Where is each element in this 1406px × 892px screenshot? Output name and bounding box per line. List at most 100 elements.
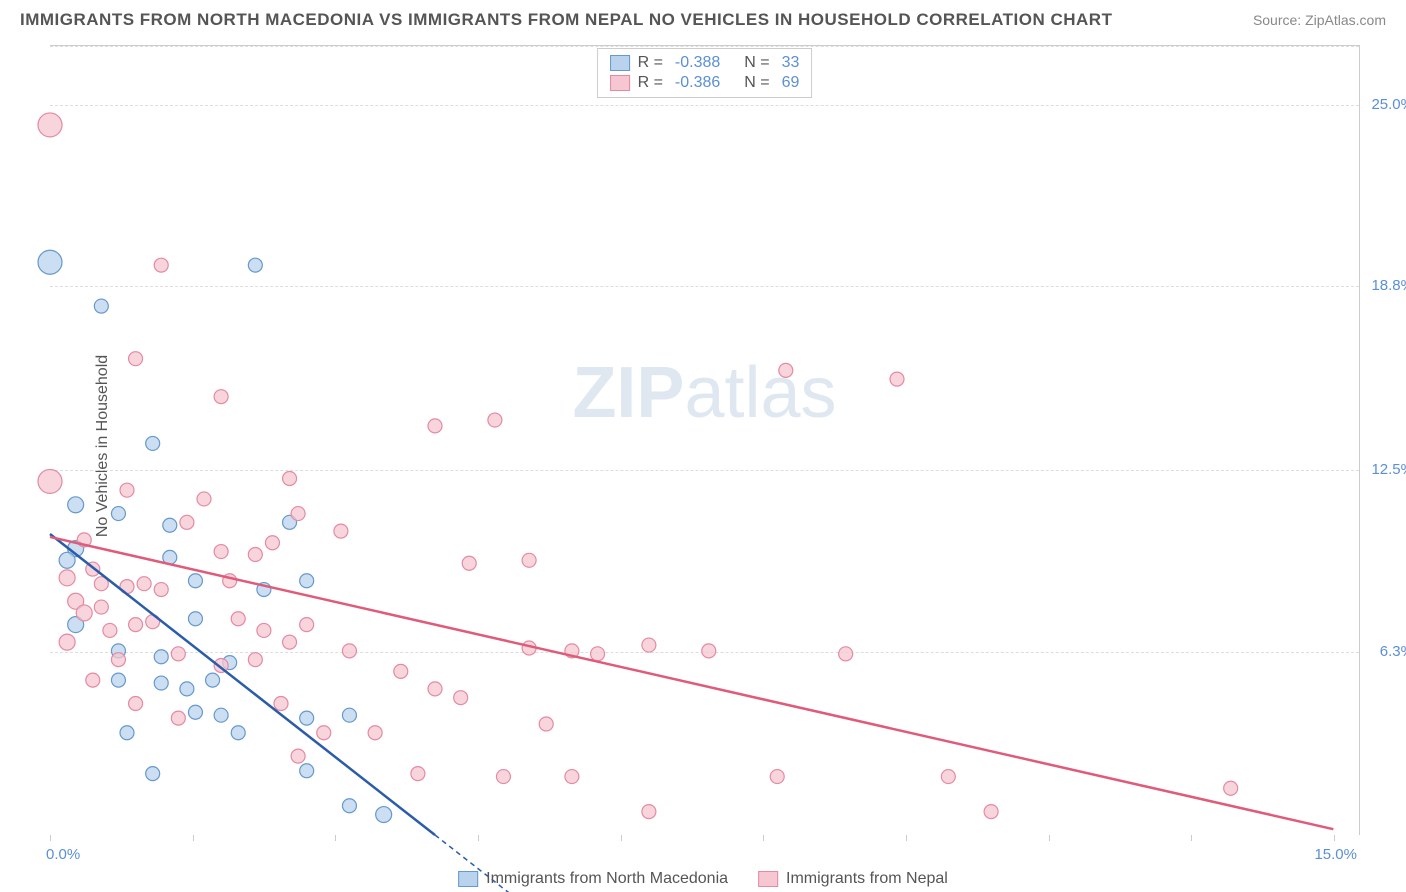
data-point <box>214 390 228 404</box>
data-point <box>257 623 271 637</box>
data-point <box>642 805 656 819</box>
data-point <box>428 682 442 696</box>
data-point <box>154 676 168 690</box>
data-point <box>342 708 356 722</box>
data-point <box>146 767 160 781</box>
data-point <box>454 691 468 705</box>
data-point <box>38 469 62 493</box>
n-value: 69 <box>782 74 800 92</box>
x-tick-label: 0.0% <box>46 846 80 863</box>
data-point <box>496 770 510 784</box>
legend-swatch-icon <box>610 55 630 71</box>
data-point <box>38 250 62 274</box>
data-point <box>428 419 442 433</box>
data-point <box>274 697 288 711</box>
r-label: R = <box>638 54 663 72</box>
chart-source: Source: ZipAtlas.com <box>1253 12 1386 28</box>
data-point <box>188 574 202 588</box>
data-point <box>154 650 168 664</box>
x-tick-mark <box>763 835 764 841</box>
data-point <box>300 764 314 778</box>
data-point <box>248 653 262 667</box>
x-tick-mark <box>193 835 194 841</box>
data-point <box>702 644 716 658</box>
data-point <box>129 352 143 366</box>
data-point <box>591 647 605 661</box>
data-point <box>86 673 100 687</box>
data-point <box>180 682 194 696</box>
y-tick-label: 25.0% <box>1364 96 1406 113</box>
data-point <box>59 570 75 586</box>
data-point <box>291 749 305 763</box>
data-point <box>197 492 211 506</box>
data-point <box>76 605 92 621</box>
data-point <box>68 497 84 513</box>
data-point <box>300 574 314 588</box>
data-point <box>59 634 75 650</box>
legend-stat-row: R = -0.388 N = 33 <box>610 53 800 73</box>
data-point <box>890 372 904 386</box>
x-tick-mark <box>1191 835 1192 841</box>
legend-label: Immigrants from North Macedonia <box>486 870 728 888</box>
r-value: -0.388 <box>675 54 720 72</box>
data-point <box>111 507 125 521</box>
data-point <box>111 653 125 667</box>
data-point <box>539 717 553 731</box>
data-point <box>642 638 656 652</box>
data-point <box>300 711 314 725</box>
x-tick-mark <box>1334 835 1335 841</box>
y-tick-label: 12.5% <box>1364 461 1406 478</box>
data-point <box>120 483 134 497</box>
data-point <box>522 553 536 567</box>
data-point <box>941 770 955 784</box>
legend-swatch-icon <box>758 871 778 887</box>
n-label: N = <box>744 54 769 72</box>
legend-stat-row: R = -0.386 N = 69 <box>610 73 800 93</box>
data-point <box>411 767 425 781</box>
data-point <box>188 705 202 719</box>
data-point <box>154 583 168 597</box>
data-point <box>137 577 151 591</box>
data-point <box>129 697 143 711</box>
data-point <box>488 413 502 427</box>
r-value: -0.386 <box>675 74 720 92</box>
x-tick-mark <box>906 835 907 841</box>
regression-line <box>50 534 435 835</box>
data-point <box>171 711 185 725</box>
x-tick-mark <box>50 835 51 841</box>
data-point <box>248 547 262 561</box>
data-point <box>334 524 348 538</box>
legend-swatch-icon <box>610 75 630 91</box>
data-point <box>154 258 168 272</box>
scatter-plot <box>50 46 1359 835</box>
plot-area: ZIPatlas 25.0%18.8%12.5%6.3% R = -0.388 … <box>50 45 1360 835</box>
data-point <box>291 507 305 521</box>
chart-title: IMMIGRANTS FROM NORTH MACEDONIA VS IMMIG… <box>20 10 1112 30</box>
data-point <box>839 647 853 661</box>
data-point <box>342 799 356 813</box>
y-tick-label: 6.3% <box>1364 643 1406 660</box>
data-point <box>59 552 75 568</box>
data-point <box>206 673 220 687</box>
data-point <box>129 618 143 632</box>
legend-stats: R = -0.388 N = 33 R = -0.386 N = 69 <box>597 48 813 98</box>
y-tick-label: 18.8% <box>1364 277 1406 294</box>
legend-swatch-icon <box>458 871 478 887</box>
data-point <box>300 618 314 632</box>
data-point <box>231 612 245 626</box>
data-point <box>283 635 297 649</box>
n-value: 33 <box>782 54 800 72</box>
data-point <box>111 673 125 687</box>
data-point <box>94 299 108 313</box>
data-point <box>770 770 784 784</box>
x-tick-label: 15.0% <box>1314 846 1357 863</box>
data-point <box>171 647 185 661</box>
x-tick-mark <box>1049 835 1050 841</box>
data-point <box>214 545 228 559</box>
data-point <box>462 556 476 570</box>
data-point <box>317 726 331 740</box>
data-point <box>231 726 245 740</box>
n-label: N = <box>744 74 769 92</box>
r-label: R = <box>638 74 663 92</box>
x-tick-mark <box>621 835 622 841</box>
